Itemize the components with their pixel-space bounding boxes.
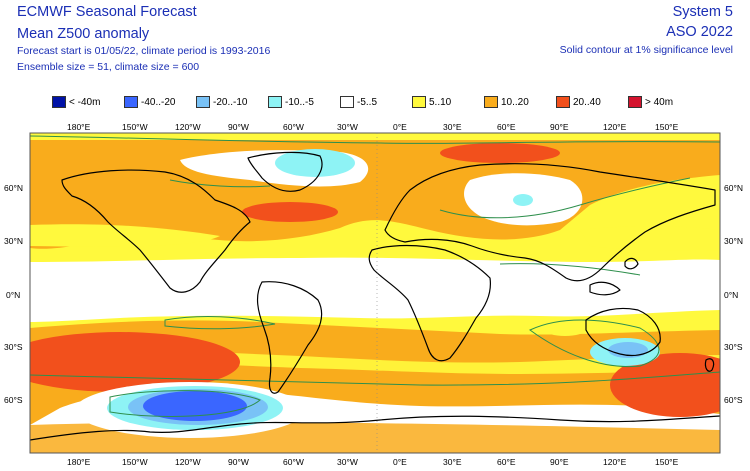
legend-swatch xyxy=(196,96,210,108)
legend-label: -20..-10 xyxy=(213,96,248,108)
lon-label-bottom: 30°W xyxy=(337,457,358,467)
lon-label-top: 120°W xyxy=(175,122,201,132)
lon-label-bottom: 180°E xyxy=(67,457,91,467)
legend-swatch xyxy=(268,96,282,108)
lon-label-top: 120°E xyxy=(603,122,627,132)
anomaly-region xyxy=(242,202,338,222)
legend-item: 20..40 xyxy=(556,95,601,109)
lon-label-top: 30°W xyxy=(337,122,358,132)
lon-label-top: 150°W xyxy=(122,122,148,132)
lon-label-top: 60°E xyxy=(497,122,516,132)
legend-label: 5..10 xyxy=(429,96,452,108)
contour-note: Solid contour at 1% significance level xyxy=(559,44,733,56)
anomaly-region xyxy=(30,224,220,247)
anomaly-field xyxy=(30,133,720,453)
lon-label-bottom: 90°W xyxy=(228,457,249,467)
legend-swatch xyxy=(124,96,138,108)
legend-swatch xyxy=(628,96,642,108)
lon-label-bottom: 60°W xyxy=(283,457,304,467)
lat-label-right: 30°N xyxy=(724,236,743,246)
anomaly-region xyxy=(275,149,355,177)
lat-label-left: 60°N xyxy=(4,183,23,193)
map-subtitle: Mean Z500 anomaly xyxy=(17,26,150,42)
lon-label-top: 180°E xyxy=(67,122,91,132)
legend-item: > 40m xyxy=(628,95,673,109)
lon-label-bottom: 120°E xyxy=(603,457,627,467)
lon-label-bottom: 0°E xyxy=(393,457,407,467)
anomaly-region xyxy=(30,257,720,322)
lon-label-bottom: 90°E xyxy=(550,457,569,467)
coastlines xyxy=(30,151,720,441)
lon-label-top: 90°E xyxy=(550,122,569,132)
lat-label-right: 60°S xyxy=(724,395,743,405)
legend-item: 5..10 xyxy=(412,95,451,109)
season-label: ASO 2022 xyxy=(666,24,733,40)
legend-swatch xyxy=(52,96,66,108)
legend-item: 10..20 xyxy=(484,95,529,109)
legend-item: < -40m xyxy=(52,95,100,109)
lat-label-left: 30°N xyxy=(4,236,23,246)
forecast-info: Forecast start is 01/05/22, climate peri… xyxy=(17,45,271,57)
lon-label-bottom: 30°E xyxy=(443,457,462,467)
system-label: System 5 xyxy=(672,4,733,20)
legend-item: -5..5 xyxy=(340,95,377,109)
anomaly-region xyxy=(610,353,720,417)
legend-item: -10..-5 xyxy=(268,95,314,109)
legend-label: -40..-20 xyxy=(141,96,176,108)
legend-label: 10..20 xyxy=(501,96,529,108)
lon-label-top: 150°E xyxy=(655,122,679,132)
ensemble-info: Ensemble size = 51, climate size = 600 xyxy=(17,61,200,73)
lon-label-top: 0°E xyxy=(393,122,407,132)
lat-label-right: 60°N xyxy=(724,183,743,193)
map-title: ECMWF Seasonal Forecast xyxy=(17,4,197,20)
lon-label-bottom: 150°E xyxy=(655,457,679,467)
lon-label-top: 90°W xyxy=(228,122,249,132)
lat-label-right: 30°S xyxy=(724,342,743,352)
legend-label: -10..-5 xyxy=(285,96,314,108)
lon-label-bottom: 120°W xyxy=(175,457,201,467)
lat-label-left: 30°S xyxy=(4,342,23,352)
color-legend: < -40m -40..-20 -20..-10 -10..-5 -5..5 5… xyxy=(52,95,692,109)
legend-label: 20..40 xyxy=(573,96,601,108)
significance-contours xyxy=(30,135,720,417)
anomaly-region xyxy=(545,324,585,336)
legend-swatch xyxy=(484,96,498,108)
legend-swatch xyxy=(556,96,570,108)
legend-swatch xyxy=(340,96,354,108)
anomaly-region xyxy=(580,226,720,251)
legend-item: -20..-10 xyxy=(196,95,247,109)
anomaly-region xyxy=(440,143,560,163)
lon-label-bottom: 60°E xyxy=(497,457,516,467)
map-frame xyxy=(29,132,721,454)
legend-label: < -40m xyxy=(69,96,101,108)
lat-label-right: 0°N xyxy=(724,290,739,300)
lat-label-left: 60°S xyxy=(4,395,23,405)
lon-label-top: 30°E xyxy=(443,122,462,132)
legend-label: -5..5 xyxy=(357,96,378,108)
legend-label: > 40m xyxy=(645,96,674,108)
lat-label-left: 0°N xyxy=(6,290,21,300)
anomaly-region xyxy=(513,194,533,206)
lon-label-top: 60°W xyxy=(283,122,304,132)
legend-swatch xyxy=(412,96,426,108)
legend-item: -40..-20 xyxy=(124,95,175,109)
anomaly-region xyxy=(30,332,240,392)
lon-label-bottom: 150°W xyxy=(122,457,148,467)
